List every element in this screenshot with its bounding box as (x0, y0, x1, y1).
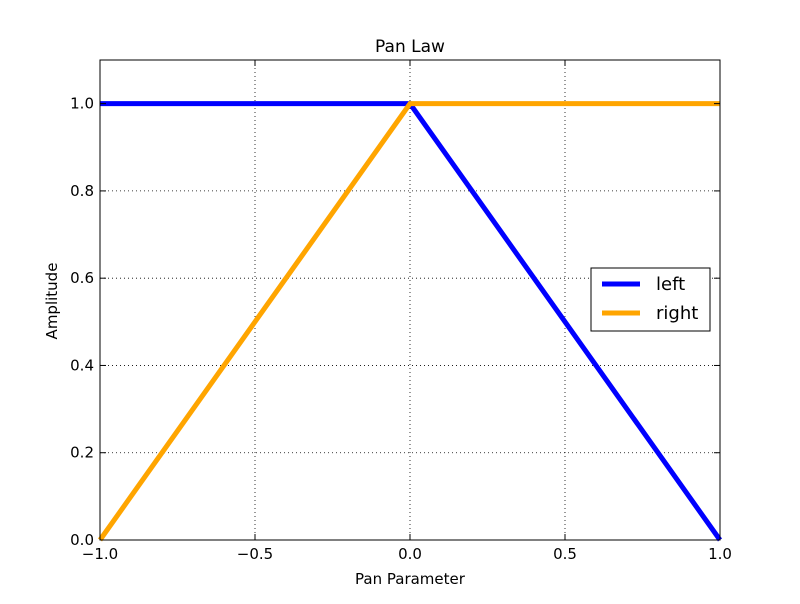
y-tick-label: 1.0 (70, 95, 94, 113)
x-tick-label: −0.5 (237, 545, 273, 563)
y-axis-label: Amplitude (43, 263, 61, 340)
legend: left right (590, 267, 711, 332)
y-tick-label: 0.4 (70, 356, 94, 374)
y-tick-label: 0.6 (70, 269, 94, 287)
y-tick-label: 0.8 (70, 182, 94, 200)
y-tick-label: 0.2 (70, 444, 94, 462)
chart-title: Pan Law (375, 37, 445, 57)
x-tick-label: 0.0 (398, 545, 422, 563)
tick-layer: −1.0 −0.5 0.0 0.5 1.0 0.0 0.2 0.4 0.6 0.8 1.0 (70, 60, 732, 563)
legend-box (590, 267, 711, 332)
x-tick-label: 1.0 (708, 545, 732, 563)
x-axis-label: Pan Parameter (355, 570, 466, 588)
legend-label-left: left (656, 274, 685, 295)
x-tick-label: 0.5 (553, 545, 577, 563)
y-tick-label: 0.0 (70, 531, 94, 549)
legend-label-right: right (656, 303, 698, 324)
series-layer (97, 101, 723, 542)
x-tick-label: −1.0 (82, 545, 118, 563)
series-line-right (97, 101, 720, 542)
